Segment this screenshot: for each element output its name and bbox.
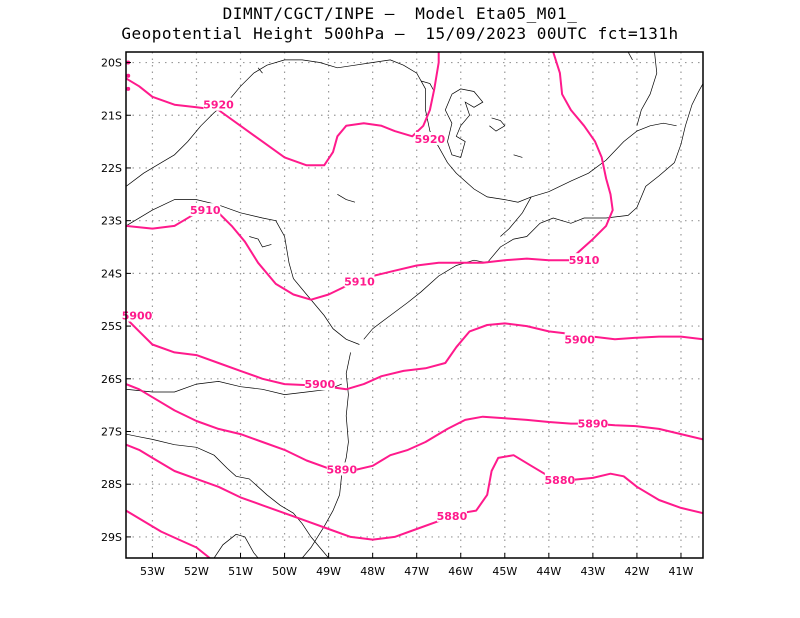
- lon-tick-label: 49W: [316, 565, 341, 578]
- plot-frame: [125, 51, 704, 559]
- lon-tick-label: 51W: [228, 565, 253, 578]
- contour-label: 5920: [415, 133, 446, 146]
- contour-line: [126, 383, 703, 472]
- geopotential-contours: [126, 52, 703, 558]
- contour-label: 5910: [190, 204, 221, 217]
- lat-tick-label: 26S: [101, 373, 122, 386]
- coastline-segment: [363, 83, 703, 340]
- lon-tick-label: 46W: [448, 565, 473, 578]
- contour-label: 5900: [122, 310, 153, 323]
- contour-label-bg: [436, 508, 467, 522]
- coastline-segment: [126, 59, 532, 203]
- contour-line: [126, 317, 703, 391]
- lon-tick-label: 44W: [536, 565, 561, 578]
- contour-label-bg: [544, 472, 575, 486]
- lake-outline: [444, 88, 484, 158]
- contour-line: [552, 52, 614, 256]
- contour-label: 5910: [569, 254, 600, 267]
- coastline-segment: [126, 433, 329, 558]
- map-title-line-1: DIMNT/CGCT/INPE – Model Eta05_M01_: [222, 4, 578, 23]
- lon-tick-label: 52W: [184, 565, 209, 578]
- contour-line: [126, 509, 211, 558]
- lat-tick-label: 28S: [101, 478, 122, 491]
- contour-label: 5880: [545, 474, 576, 487]
- lon-tick-label: 45W: [492, 565, 517, 578]
- contour-label-bg: [564, 332, 595, 346]
- lat-tick-label: 29S: [101, 531, 122, 544]
- lat-tick-label: 27S: [101, 426, 122, 439]
- coastline-segment: [500, 196, 532, 237]
- contour-labels: 5920 5920 5910 5910 5910 5900 5900 5900 5890 5890…: [122, 97, 609, 523]
- lake-outline: [421, 80, 435, 92]
- lat-tick-label: 23S: [101, 215, 122, 228]
- lake-outline: [489, 117, 506, 132]
- lake-outline: [337, 194, 356, 203]
- coastlines-and-borders: [126, 52, 703, 558]
- contour-line: [126, 443, 703, 541]
- lon-tick-label: 53W: [140, 565, 165, 578]
- contour-fragment-dot: [126, 86, 131, 91]
- lat-tick-label: 24S: [101, 267, 122, 280]
- lon-tick-label: 41W: [669, 565, 694, 578]
- coastline-segment: [126, 381, 342, 395]
- contour-label: 5920: [203, 99, 234, 112]
- contour-label: 5880: [437, 510, 468, 523]
- contour-label: 5910: [344, 275, 375, 288]
- lon-tick-label: 48W: [360, 565, 385, 578]
- grid-lines: [126, 52, 703, 558]
- contour-label-bg: [122, 308, 153, 322]
- contour-label-bg: [203, 97, 234, 111]
- coastline-segment: [627, 52, 633, 61]
- map-title-line-2: Geopotential Height 500hPa – 15/09/2023 …: [121, 24, 679, 43]
- contour-label-bg: [569, 253, 600, 267]
- lon-tick-label: 42W: [624, 565, 649, 578]
- contour-label: 5890: [327, 463, 358, 476]
- contour-label: 5900: [564, 333, 595, 346]
- lon-tick-label: 50W: [272, 565, 297, 578]
- contour-label-bg: [577, 416, 608, 430]
- contour-label-bg: [304, 377, 335, 391]
- contour-label-bg: [326, 462, 357, 476]
- coastline-segment: [531, 122, 677, 198]
- lon-tick-label: 47W: [404, 565, 429, 578]
- contour-label-bg: [414, 131, 445, 145]
- lon-tick-label: 43W: [580, 565, 605, 578]
- contour-label-bg: [190, 203, 221, 217]
- contour-label: 5890: [578, 418, 609, 431]
- coastline-segment: [257, 67, 263, 74]
- coastline-segment: [126, 199, 360, 345]
- contour-label-bg: [344, 274, 375, 288]
- coastline-segment: [213, 533, 259, 558]
- contour-label: 5900: [304, 378, 335, 391]
- axis-ticks: 53W 52W 51W 50W 49W 48W 47W 46W 45W 44W 43W 42W 41W 2…: [101, 57, 694, 578]
- lat-tick-label: 21S: [101, 109, 122, 122]
- lake-outline: [513, 154, 523, 158]
- contour-fragment-dot: [126, 73, 131, 78]
- lat-tick-label: 20S: [101, 57, 122, 70]
- contour-line: [126, 52, 440, 167]
- lake-outline: [249, 236, 272, 248]
- lat-tick-label: 25S: [101, 320, 122, 333]
- coastline-segment: [636, 52, 658, 126]
- lat-tick-label: 22S: [101, 162, 122, 175]
